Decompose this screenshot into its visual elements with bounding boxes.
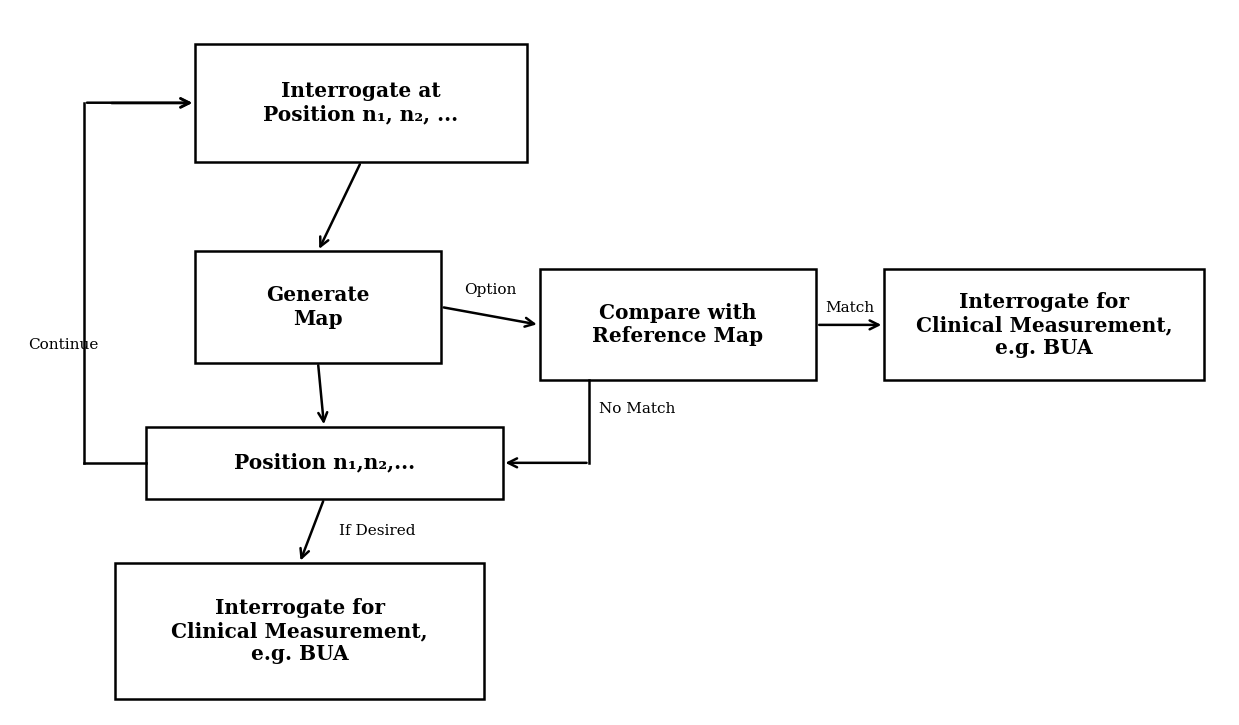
Text: If Desired: If Desired [339, 524, 415, 538]
FancyBboxPatch shape [539, 269, 817, 381]
Text: Continue: Continue [28, 338, 98, 352]
Text: Interrogate for
Clinical Measurement,
e.g. BUA: Interrogate for Clinical Measurement, e.… [916, 291, 1172, 358]
Text: No Match: No Match [600, 402, 675, 416]
FancyBboxPatch shape [146, 427, 503, 499]
Text: Generate
Map: Generate Map [266, 286, 369, 328]
Text: Position n₁,n₂,...: Position n₁,n₂,... [234, 453, 415, 473]
FancyBboxPatch shape [885, 269, 1204, 381]
FancyBboxPatch shape [195, 44, 528, 162]
Text: Option: Option [465, 283, 517, 297]
FancyBboxPatch shape [115, 563, 484, 700]
FancyBboxPatch shape [195, 252, 441, 362]
Text: Interrogate at
Position n₁, n₂, ...: Interrogate at Position n₁, n₂, ... [264, 81, 458, 124]
Text: Compare with
Reference Map: Compare with Reference Map [592, 303, 763, 347]
Text: Interrogate for
Clinical Measurement,
e.g. BUA: Interrogate for Clinical Measurement, e.… [171, 598, 427, 664]
Text: Match: Match [825, 301, 875, 315]
